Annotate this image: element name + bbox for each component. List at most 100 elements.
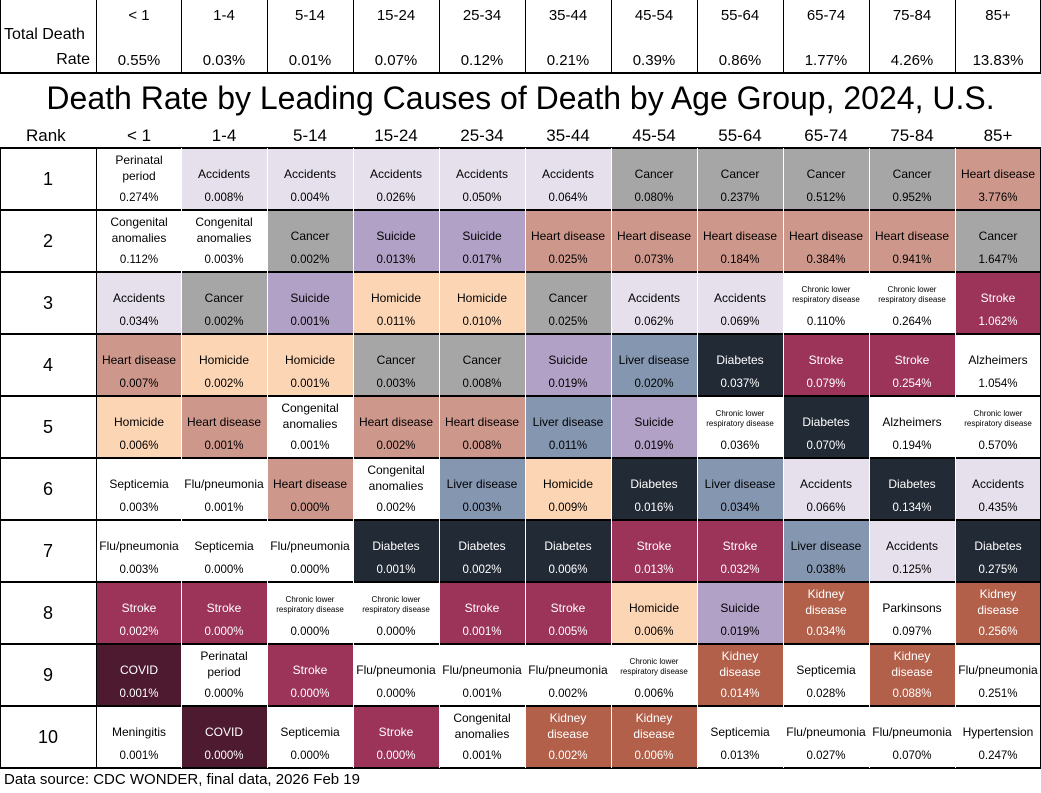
cause-cell: COVID 0.000% xyxy=(181,706,267,768)
cause-label: Flu/pneumonia xyxy=(442,663,522,677)
cause-rate: 0.011% xyxy=(376,316,416,328)
cause-label: Heart disease xyxy=(616,229,692,243)
cause-cell: Heart disease 0.008% xyxy=(439,396,525,458)
cause-rate: 0.000% xyxy=(376,688,416,700)
cause-rate: 0.019% xyxy=(548,378,588,390)
cell-separator xyxy=(525,148,526,768)
cause-cell: Kidney disease 0.256% xyxy=(955,582,1041,644)
cause-cell: Flu/pneumonia 0.251% xyxy=(955,644,1041,706)
cause-label: Homicide xyxy=(198,353,249,367)
top-table-col-divider xyxy=(96,0,97,74)
cause-rate: 0.010% xyxy=(462,316,502,328)
cause-rate: 0.013% xyxy=(376,254,416,266)
cause-cell: Heart disease 3.776% xyxy=(955,148,1041,210)
cause-cell: Flu/pneumonia 0.002% xyxy=(525,644,611,706)
row-divider xyxy=(0,643,1041,645)
cause-cell: Diabetes 0.037% xyxy=(697,334,783,396)
cause-cell: Heart disease 0.941% xyxy=(869,210,955,272)
cause-rate: 0.000% xyxy=(204,564,244,576)
top-table-bottom-border xyxy=(0,72,1041,74)
cause-label: Cancer xyxy=(978,229,1018,243)
cause-label: Congenital anomalies xyxy=(367,463,425,493)
cause-label: Chronic lower respiratory disease xyxy=(706,409,774,428)
top-age-header: 25-34 xyxy=(462,7,502,24)
top-table-col-divider xyxy=(697,0,698,74)
cause-rate: 0.003% xyxy=(119,564,159,576)
cause-cell: Kidney disease 0.014% xyxy=(697,644,783,706)
cause-cell: Heart disease 0.384% xyxy=(783,210,869,272)
rank-number: 2 xyxy=(42,231,53,251)
cause-rate: 1.062% xyxy=(978,316,1018,328)
cause-rate: 0.952% xyxy=(892,192,932,204)
cause-label: Septicemia xyxy=(194,539,254,553)
total-death-rate-table: Total Death Rate xyxy=(0,0,1041,74)
cause-cell: Meningitis 0.001% xyxy=(96,706,182,768)
cause-cell: Chronic lower respiratory disease 0.000% xyxy=(353,582,439,644)
cause-cell: Perinatal period 0.274% xyxy=(96,148,182,210)
cause-label: Accidents xyxy=(885,539,939,553)
cause-label: Diabetes xyxy=(888,477,936,491)
cause-cell: Suicide 0.019% xyxy=(611,396,697,458)
cause-rate: 0.025% xyxy=(548,254,588,266)
cause-cell: Homicide 0.002% xyxy=(181,334,267,396)
cause-cell: Heart disease 0.001% xyxy=(181,396,267,458)
cause-cell: Flu/pneumonia 0.027% xyxy=(783,706,869,768)
cause-rate: 0.251% xyxy=(978,688,1018,700)
rank-number: 10 xyxy=(37,727,59,747)
cause-label: Flu/pneumonia xyxy=(958,663,1038,677)
top-table-col-divider xyxy=(869,0,870,74)
cause-label: Heart disease xyxy=(186,415,262,429)
cause-rate: 0.112% xyxy=(119,254,159,266)
cause-label: Stroke xyxy=(378,725,414,739)
cause-rate: 0.003% xyxy=(376,378,416,390)
cause-label: Flu/pneumonia xyxy=(270,539,350,553)
cell-separator xyxy=(869,148,870,768)
cause-label: Chronic lower respiratory disease xyxy=(362,595,430,614)
cause-label: Parkinsons xyxy=(882,601,942,615)
cause-label: Accidents xyxy=(283,167,337,181)
top-total-rate: 0.55% xyxy=(117,52,161,69)
cause-rate: 0.070% xyxy=(892,750,932,762)
cause-rate: 0.016% xyxy=(634,502,674,514)
cause-label: Septicemia xyxy=(796,663,856,677)
cause-rate: 0.247% xyxy=(978,750,1018,762)
rank-number: 8 xyxy=(42,603,53,623)
cause-rate: 0.275% xyxy=(978,564,1018,576)
row-divider xyxy=(0,395,1041,397)
cause-label: Meningitis xyxy=(111,725,167,739)
cause-rate: 0.001% xyxy=(376,564,416,576)
cause-rate: 0.000% xyxy=(204,688,244,700)
cause-cell: Cancer 0.003% xyxy=(353,334,439,396)
cause-label: Liver disease xyxy=(532,415,604,429)
cause-label: Heart disease xyxy=(530,229,606,243)
top-age-header: 55-64 xyxy=(720,7,760,24)
cause-cell: Suicide 0.017% xyxy=(439,210,525,272)
cause-rate: 0.001% xyxy=(462,688,502,700)
cause-cell: Accidents 0.062% xyxy=(611,272,697,334)
cause-rate: 0.512% xyxy=(806,192,846,204)
cause-label: Accidents xyxy=(455,167,509,181)
cause-rate: 0.006% xyxy=(634,750,674,762)
cause-cell: Homicide 0.006% xyxy=(611,582,697,644)
cause-label: Stroke xyxy=(550,601,586,615)
age-group-header: 55-64 xyxy=(718,126,762,145)
cause-label: Flu/pneumonia xyxy=(184,477,264,491)
age-group-header: 1-4 xyxy=(211,126,237,145)
cause-cell: Stroke 0.000% xyxy=(353,706,439,768)
cause-cell: Kidney disease 0.034% xyxy=(783,582,869,644)
cause-rate: 0.256% xyxy=(978,626,1018,638)
cause-cell: Flu/pneumonia 0.001% xyxy=(439,644,525,706)
cause-label: Heart disease xyxy=(358,415,434,429)
cause-cell: Stroke 0.000% xyxy=(267,644,353,706)
cause-label: Chronic lower respiratory disease xyxy=(878,285,946,304)
cause-cell: Diabetes 0.016% xyxy=(611,458,697,520)
cause-label: Kidney disease xyxy=(547,711,589,741)
top-age-header: 35-44 xyxy=(548,7,588,24)
cause-cell: Cancer 0.002% xyxy=(181,272,267,334)
cause-cell: Homicide 0.009% xyxy=(525,458,611,520)
cause-label: Septicemia xyxy=(280,725,340,739)
top-age-header: < 1 xyxy=(128,7,150,24)
cause-cell: Suicide 0.019% xyxy=(525,334,611,396)
top-age-header: 75-84 xyxy=(892,7,932,24)
cause-rate: 0.002% xyxy=(376,502,416,514)
